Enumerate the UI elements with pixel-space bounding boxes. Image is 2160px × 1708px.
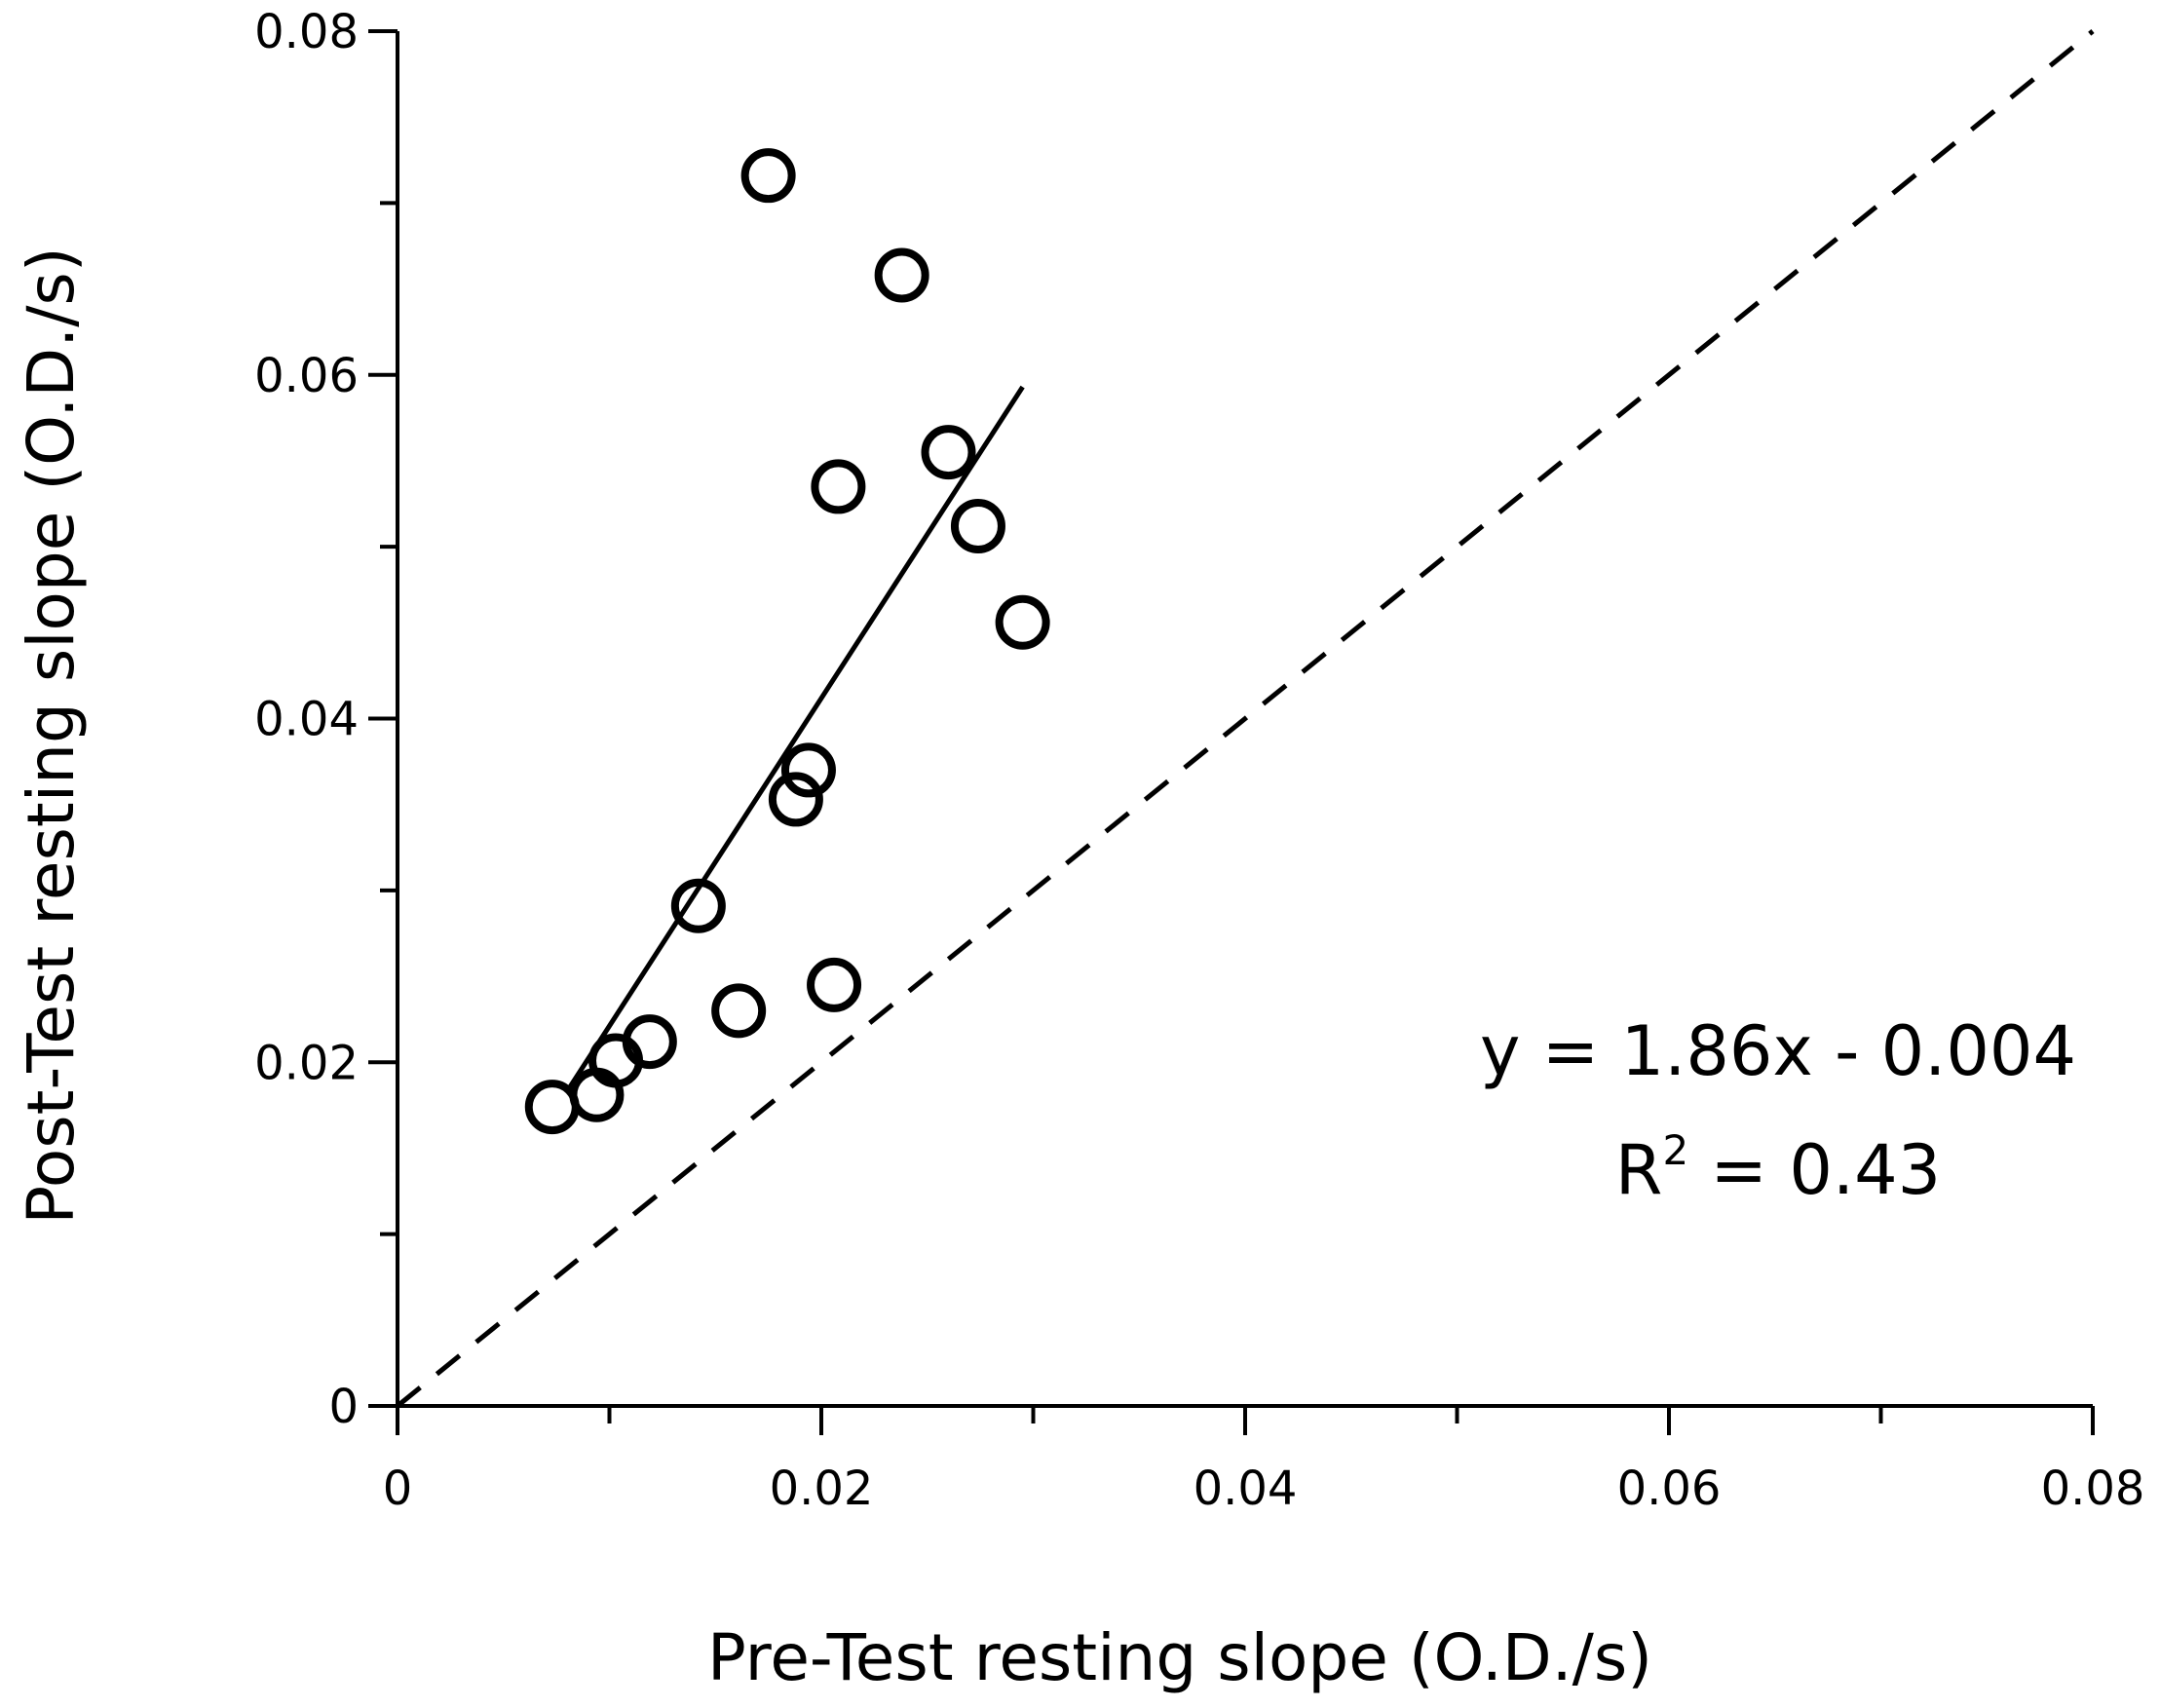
- y-axis-title: Post-Test resting slope (O.D./s): [14, 247, 89, 1224]
- tick-labels: 0 0.02 0.04 0.06 0.08 0 0.02 0.04 0.06 0.08: [254, 5, 2144, 1516]
- chart-lines: [396, 29, 2095, 1408]
- data-point: [740, 148, 796, 204]
- x-tick-label: 0.08: [2041, 1461, 2145, 1516]
- axis-ticks: [368, 29, 2095, 1435]
- regression-line: [564, 385, 1025, 1093]
- data-point: [950, 498, 1005, 553]
- r-squared-label: R2 = 0.43: [1615, 1126, 1941, 1210]
- data-point: [768, 772, 823, 827]
- x-tick-label: 0.06: [1617, 1461, 1722, 1516]
- data-point: [874, 247, 929, 303]
- y-tick-label: 0.04: [254, 693, 359, 747]
- data-point: [921, 425, 976, 480]
- data-point: [670, 878, 726, 933]
- data-point: [711, 983, 767, 1039]
- identity-line: [396, 29, 2095, 1408]
- data-point: [524, 1080, 580, 1135]
- y-tick-label: 0.08: [254, 5, 359, 59]
- y-tick-label: 0.06: [254, 349, 359, 403]
- x-tick-label: 0.04: [1194, 1461, 1298, 1516]
- x-axis-title: Pre-Test resting slope (O.D./s): [707, 1620, 1652, 1695]
- r-squared-value: = 0.43: [1688, 1130, 1941, 1210]
- y-tick-label: 0: [328, 1380, 359, 1434]
- trendline-equation: y = 1.86x - 0.004: [1480, 1011, 2076, 1091]
- data-point: [780, 742, 836, 798]
- data-point: [995, 594, 1050, 650]
- data-point: [807, 957, 862, 1012]
- y-tick-label: 0.02: [254, 1036, 359, 1090]
- x-tick-label: 0.02: [770, 1461, 874, 1516]
- data-points: [524, 148, 1050, 1135]
- r-squared-superscript: 2: [1662, 1126, 1688, 1174]
- x-tick-label: 0: [383, 1461, 413, 1516]
- data-point: [811, 459, 866, 514]
- r-squared-symbol: R: [1615, 1130, 1663, 1210]
